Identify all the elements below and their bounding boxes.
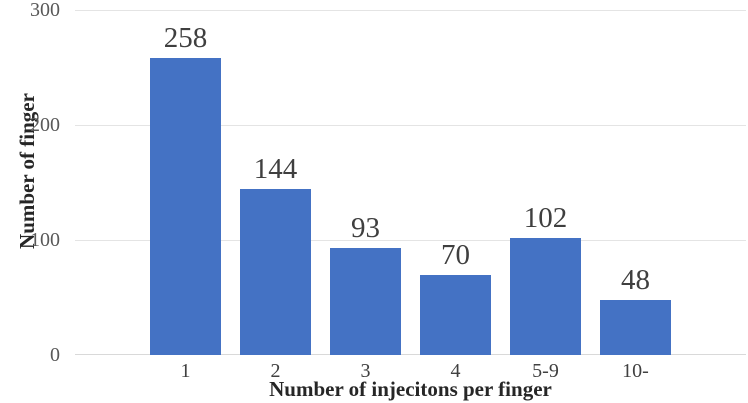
bar-1: 258 1 bbox=[150, 23, 221, 381]
bar-3: 93 3 bbox=[330, 213, 401, 381]
data-label-10-: 48 bbox=[621, 263, 650, 296]
x-category-label-10-: 10- bbox=[622, 360, 649, 382]
data-label-1: 258 bbox=[163, 22, 208, 55]
gridline-100 bbox=[75, 239, 746, 241]
y-tick-label-200: 200 bbox=[30, 114, 60, 136]
bar-row: 258 1 144 2 93 3 70 4 102 5-9 48 10- bbox=[75, 10, 746, 381]
gridline-200 bbox=[75, 124, 746, 126]
x-axis-title: Number of injecitons per finger bbox=[269, 377, 552, 401]
x-category-label-1: 1 bbox=[180, 360, 191, 382]
x-category-label-4: 4 bbox=[450, 360, 461, 382]
x-axis-line bbox=[75, 354, 746, 355]
x-category-label-3: 3 bbox=[360, 360, 371, 382]
x-category-label-2: 2 bbox=[270, 360, 281, 382]
data-label-4: 70 bbox=[441, 238, 470, 271]
y-tick-label-300: 300 bbox=[30, 0, 60, 21]
y-tick-label-0: 0 bbox=[50, 344, 60, 366]
bar-5-9: 102 5-9 bbox=[510, 203, 581, 381]
bar-4: 70 4 bbox=[420, 240, 491, 381]
data-label-5-9: 102 bbox=[523, 201, 568, 234]
bar-2: 144 2 bbox=[240, 154, 311, 381]
gridline-300 bbox=[75, 9, 746, 11]
plot-area: 0 100 200 300 258 1 144 2 93 3 70 4 102 5-9 48 10- bbox=[30, 0, 746, 381]
x-category-label-5-9: 5-9 bbox=[532, 360, 559, 382]
data-label-2: 144 bbox=[253, 153, 298, 186]
data-label-3: 93 bbox=[351, 212, 380, 245]
bar-10-: 48 10- bbox=[600, 265, 671, 381]
y-tick-label-100: 100 bbox=[30, 229, 60, 251]
